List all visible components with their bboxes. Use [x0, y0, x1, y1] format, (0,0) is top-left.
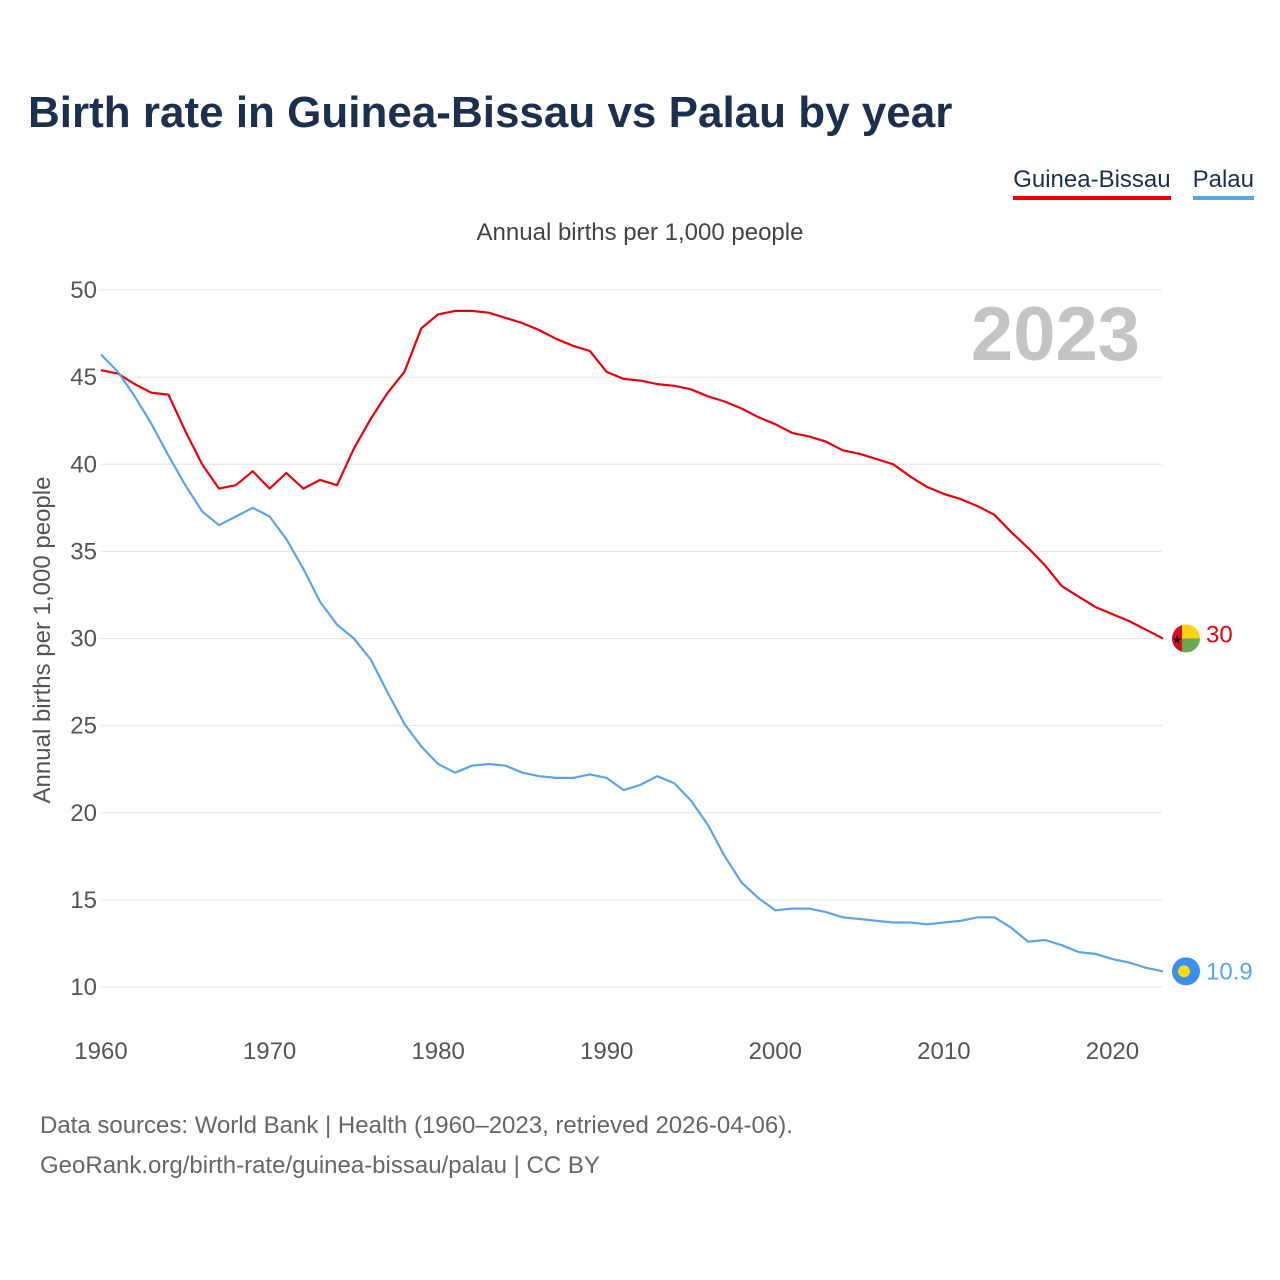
- source-line-1: Data sources: World Bank | Health (1960–…: [40, 1112, 793, 1139]
- y-axis-label: Annual births per 1,000 people: [29, 477, 56, 804]
- y-tick-label: 15: [70, 887, 97, 914]
- flag-palau-icon: [1172, 957, 1200, 986]
- legend-item-guinea-bissau[interactable]: Guinea-Bissau: [1013, 166, 1171, 200]
- y-tick-label: 50: [70, 277, 97, 304]
- series-line-guinea-bissau[interactable]: [100, 309, 1164, 640]
- svg-text:★: ★: [1172, 635, 1182, 647]
- y-tick-label: 20: [70, 800, 97, 827]
- y-tick-label: 45: [70, 364, 97, 391]
- series-line-palau[interactable]: [100, 353, 1164, 973]
- x-tick-label: 1990: [580, 1038, 633, 1065]
- x-tick-label: 1980: [411, 1038, 464, 1065]
- source-line-2: GeoRank.org/birth-rate/guinea-bissau/pal…: [40, 1152, 600, 1179]
- legend: Guinea-Bissau Palau: [1013, 166, 1254, 200]
- chart-title: Birth rate in Guinea-Bissau vs Palau by …: [28, 88, 953, 137]
- legend-item-palau[interactable]: Palau: [1192, 166, 1254, 200]
- y-tick-label: 30: [70, 626, 97, 653]
- end-label-palau: 10.9: [1206, 958, 1253, 985]
- chart-subtitle: Annual births per 1,000 people: [477, 219, 804, 246]
- x-tick-label: 2010: [917, 1038, 970, 1065]
- x-tick-label: 1970: [243, 1038, 296, 1065]
- y-tick-label: 40: [70, 451, 97, 478]
- year-watermark: 2023: [971, 292, 1140, 377]
- flag-guinea-bissau-icon: ★: [1172, 624, 1200, 653]
- line-chart: Annual births per 1,000 people 2023 Annu…: [29, 219, 1253, 1065]
- source-note: Data sources: World Bank | Health (1960–…: [40, 1106, 793, 1186]
- y-tick-label: 35: [70, 538, 97, 565]
- y-tick-label: 10: [70, 974, 97, 1001]
- end-label-guinea-bissau: 30: [1206, 622, 1233, 649]
- y-tick-label: 25: [70, 713, 97, 740]
- x-tick-label: 2020: [1086, 1038, 1139, 1065]
- x-tick-label: 1960: [74, 1038, 127, 1065]
- x-tick-label: 2000: [749, 1038, 802, 1065]
